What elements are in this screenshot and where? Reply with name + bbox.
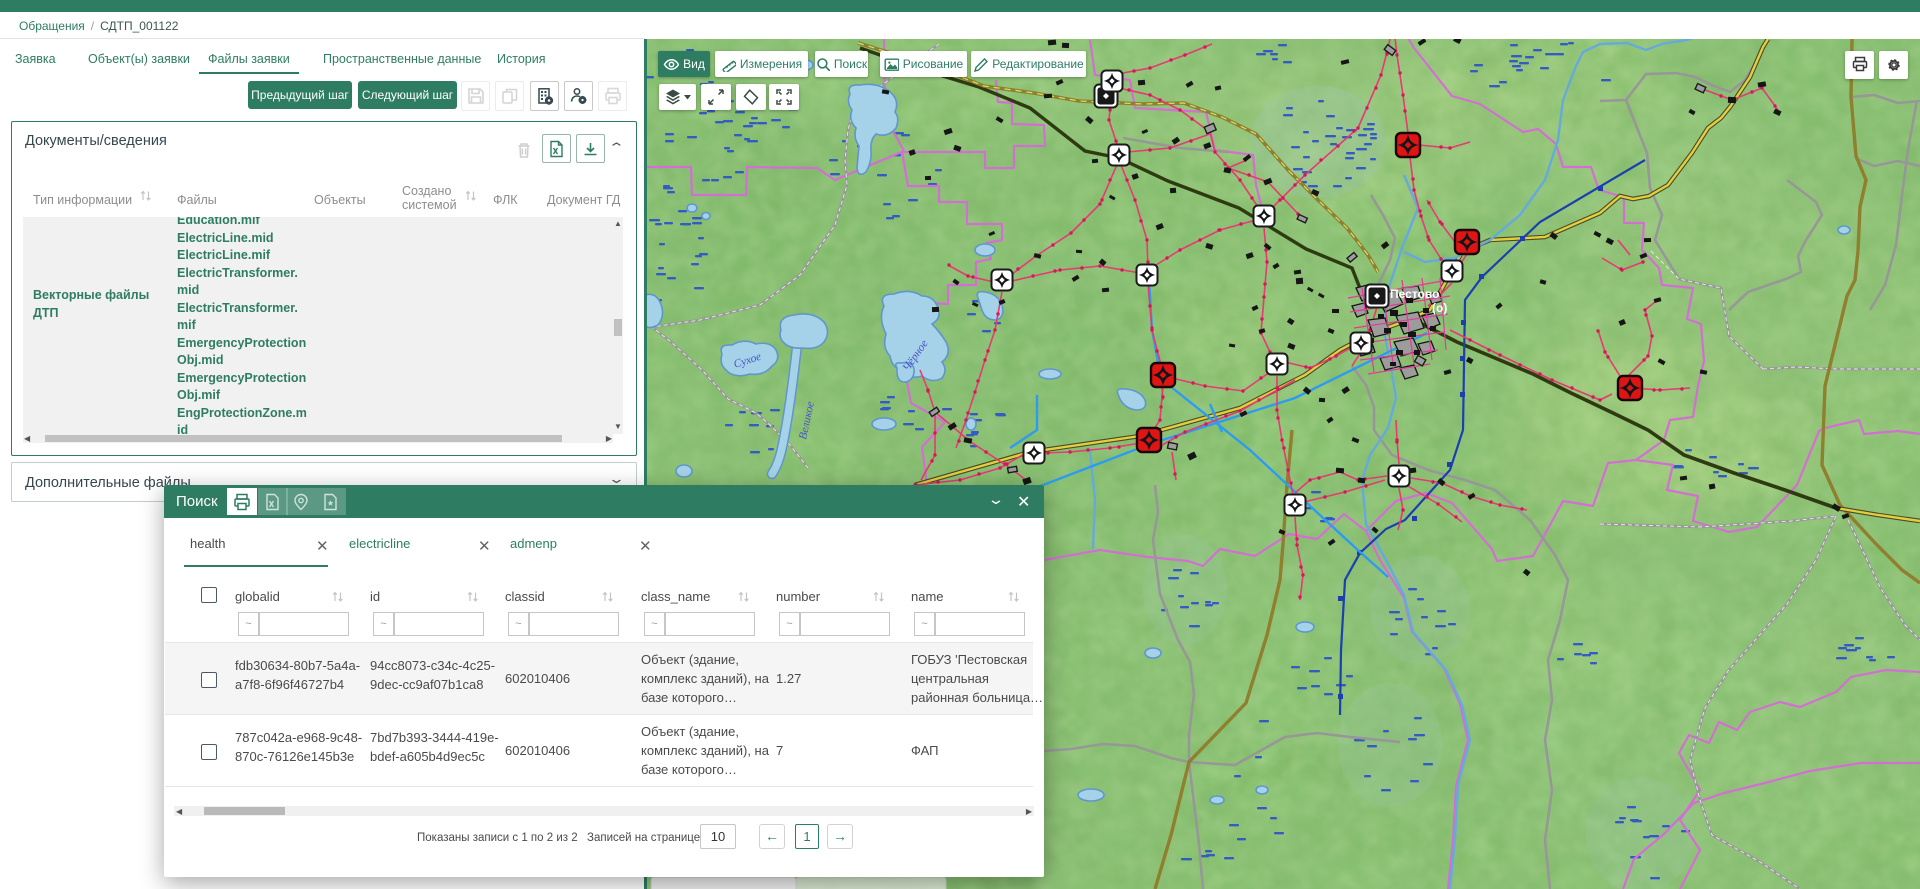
svg-text:(о): (о) xyxy=(1432,301,1447,315)
svg-text:Пестово: Пестово xyxy=(1390,287,1439,301)
